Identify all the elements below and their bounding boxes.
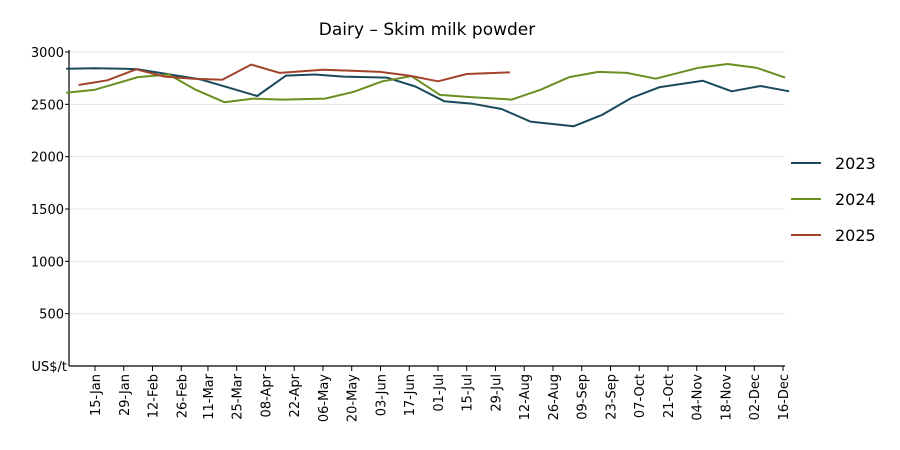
x-tick-label: 08-Apr xyxy=(259,373,274,417)
x-tick-label: 15-Jan xyxy=(89,374,104,416)
legend-label-2024: 2024 xyxy=(835,190,876,209)
y-tick-label: 2000 xyxy=(31,151,64,166)
x-tick-label: 22-Apr xyxy=(288,373,303,417)
y-tick-label: 2500 xyxy=(31,98,64,113)
x-tick-label: 07-Oct xyxy=(633,374,648,418)
y-tick-label: 1000 xyxy=(31,255,64,270)
legend-label-2023: 2023 xyxy=(835,154,876,173)
x-tick-label: 26-Feb xyxy=(175,374,190,418)
legend-label-2025: 2025 xyxy=(835,226,876,245)
x-tick-label: 15-Jul xyxy=(461,374,476,412)
y-tick-label: 1500 xyxy=(31,203,64,218)
series-layer xyxy=(66,63,790,128)
x-tick-label: 03-Jun xyxy=(374,374,389,416)
x-tick-label: 25-Mar xyxy=(231,373,246,419)
y-tick-label: 500 xyxy=(39,308,64,323)
x-tick-label: 26-Aug xyxy=(547,374,562,420)
series-line-2025 xyxy=(78,63,510,86)
series-line-2024 xyxy=(66,63,786,104)
x-tick-label: 29-Jan xyxy=(118,374,133,416)
x-tick-label: 11-Mar xyxy=(202,373,217,419)
legend: 2023 2024 2025 xyxy=(791,154,876,245)
x-tick-label: 16-Dec xyxy=(777,374,792,420)
axis-layer: 500 1000 1500 2000 2500 3000 US$/t 15-Jan 29-Jan… xyxy=(31,46,792,422)
x-tick-label: 18-Nov xyxy=(719,374,734,421)
x-tick-label: 04-Nov xyxy=(691,374,706,421)
x-tick-label: 12-Aug xyxy=(518,374,533,420)
x-tick-label: 17-Jun xyxy=(403,374,418,416)
x-tick-label: 01-Jul xyxy=(432,374,447,412)
x-tick-label: 06-May xyxy=(317,374,332,422)
x-tick-label: 21-Oct xyxy=(662,374,677,418)
chart-title: Dairy – Skim milk powder xyxy=(319,20,536,40)
x-tick-label: 09-Sep xyxy=(576,374,591,420)
x-tick-label: 29-Jul xyxy=(489,374,504,412)
x-tick-label: 20-May xyxy=(346,374,361,422)
grid-layer xyxy=(69,51,785,315)
x-tick-label: 02-Dec xyxy=(748,374,763,420)
x-tick-label: 12-Feb xyxy=(147,374,162,418)
y-tick-label: 3000 xyxy=(31,46,64,61)
x-tick-label: 23-Sep xyxy=(604,374,619,420)
y-axis-label: US$/t xyxy=(31,360,67,375)
